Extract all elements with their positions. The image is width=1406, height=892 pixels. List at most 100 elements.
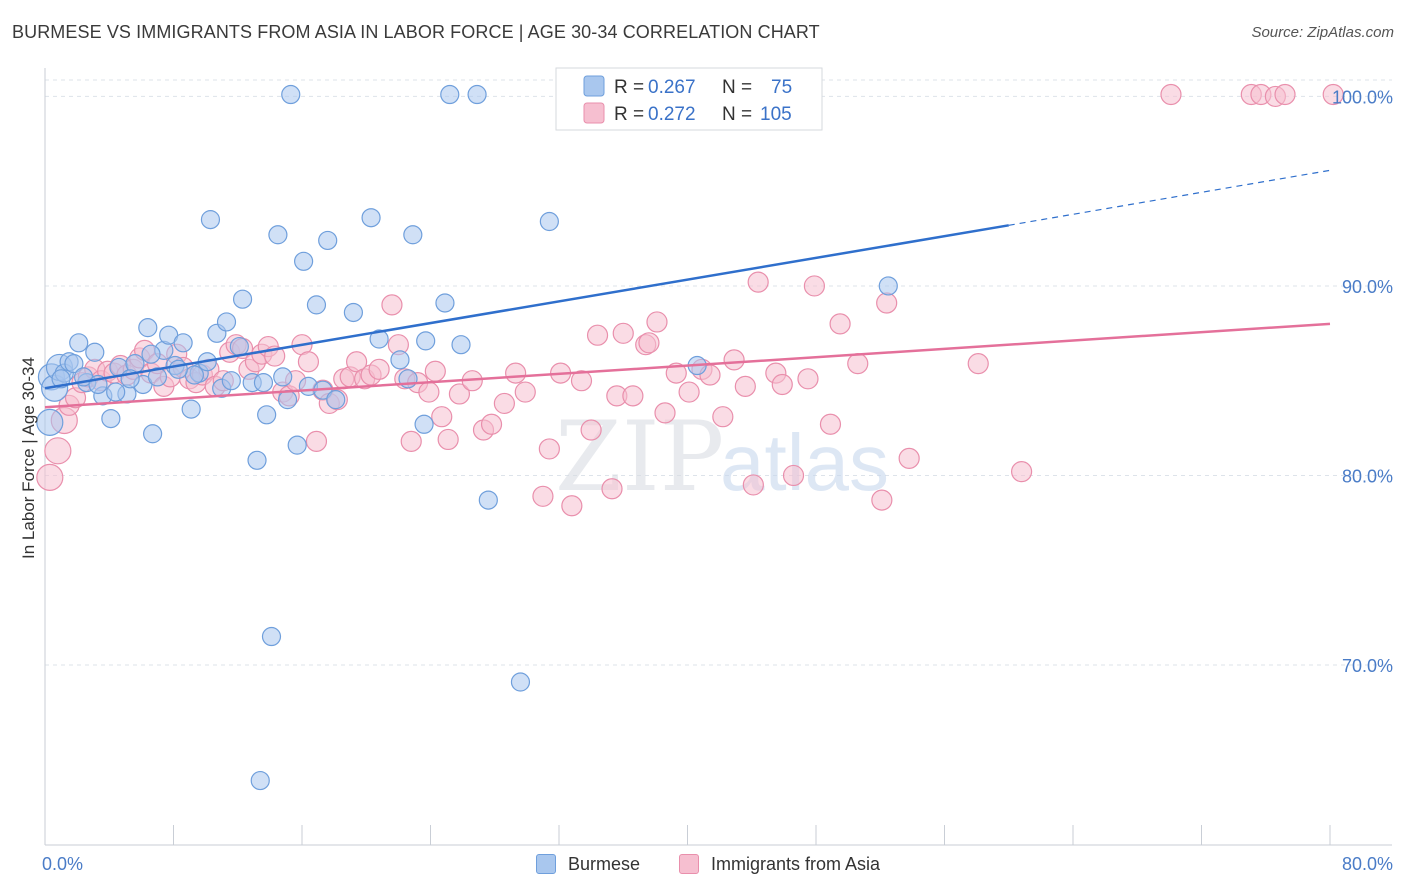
trend-lines bbox=[44, 169, 1331, 409]
data-point-asia bbox=[819, 413, 842, 435]
legend-swatch-burmese-bottom bbox=[536, 854, 556, 874]
data-point-burmese bbox=[451, 335, 471, 355]
data-point-asia bbox=[1010, 461, 1033, 483]
legend-n-label-burmese: N = bbox=[722, 77, 752, 98]
data-point-burmese bbox=[250, 770, 270, 791]
data-point-burmese bbox=[184, 365, 204, 385]
y-tick-label: 100.0% bbox=[1332, 87, 1393, 107]
watermark-zip: ZIP bbox=[555, 401, 724, 513]
data-point-burmese bbox=[200, 210, 221, 230]
data-point-asia bbox=[580, 419, 602, 441]
data-point-asia bbox=[771, 373, 793, 396]
legend-r-value-burmese: 0.267 bbox=[648, 77, 696, 98]
series-legend: Burmese Immigrants from Asia bbox=[0, 850, 1406, 880]
legend-n-label-asia: N = bbox=[722, 104, 752, 125]
data-point-asia bbox=[638, 332, 660, 354]
trend-line-asia bbox=[44, 322, 1331, 409]
data-point-burmese bbox=[64, 354, 84, 374]
data-point-asia bbox=[297, 351, 320, 373]
data-point-burmese bbox=[69, 333, 89, 353]
data-point-burmese bbox=[510, 672, 531, 692]
data-point-asia bbox=[742, 474, 764, 496]
data-point-burmese bbox=[878, 276, 898, 296]
data-point-asia bbox=[665, 362, 687, 384]
data-point-burmese bbox=[51, 369, 71, 389]
data-point-asia bbox=[803, 275, 825, 297]
data-point-asia bbox=[876, 292, 898, 314]
data-point-asia bbox=[448, 383, 471, 405]
data-point-burmese bbox=[294, 251, 314, 271]
data-point-burmese bbox=[414, 414, 434, 434]
tick-labels: 70.0% 80.0% 90.0% 100.0% 0.0% 80.0% bbox=[42, 87, 1393, 874]
data-point-asia bbox=[612, 322, 634, 344]
data-point-asia bbox=[734, 375, 756, 397]
data-point-burmese bbox=[85, 342, 105, 362]
data-point-asia bbox=[418, 381, 440, 403]
data-point-asia bbox=[305, 430, 328, 452]
data-point-asia bbox=[514, 381, 536, 403]
legend-item-burmese: Burmese bbox=[536, 852, 640, 876]
x-tick-label: 0.0% bbox=[42, 854, 83, 874]
legend-r-value-asia: 0.272 bbox=[648, 104, 696, 125]
data-point-asia bbox=[505, 362, 527, 384]
legend-label-burmese: Burmese bbox=[568, 853, 641, 874]
source-credit: Source: ZipAtlas.com bbox=[1251, 24, 1394, 41]
y-axis-label: In Labor Force | Age 30-34 bbox=[19, 357, 38, 559]
axes-layer bbox=[44, 68, 1392, 846]
data-point-asia bbox=[400, 430, 422, 452]
data-point-burmese bbox=[539, 211, 559, 232]
data-point-asia bbox=[1322, 83, 1344, 106]
data-point-asia bbox=[622, 385, 644, 407]
data-point-burmese bbox=[361, 208, 381, 228]
legend-n-value-asia: 105 bbox=[760, 104, 792, 125]
data-point-asia bbox=[678, 381, 700, 403]
data-point-asia bbox=[368, 358, 390, 380]
data-point-burmese bbox=[277, 390, 298, 410]
data-point-asia bbox=[898, 447, 920, 469]
data-point-burmese bbox=[247, 450, 267, 470]
data-point-asia bbox=[1160, 83, 1182, 106]
data-point-asia bbox=[561, 495, 583, 517]
data-point-burmese bbox=[416, 331, 436, 351]
data-point-burmese bbox=[403, 225, 423, 245]
x-tick-label: 80.0% bbox=[1342, 854, 1393, 874]
data-point-asia bbox=[586, 324, 609, 346]
y-tick-label: 70.0% bbox=[1342, 656, 1393, 676]
data-point-asia bbox=[829, 313, 851, 335]
data-point-burmese bbox=[287, 435, 307, 455]
legend-r-label-burmese: R = bbox=[614, 77, 644, 98]
series-burmese bbox=[36, 84, 898, 791]
data-point-asia bbox=[538, 438, 560, 460]
legend-label-asia: Immigrants from Asia bbox=[711, 853, 881, 874]
data-point-asia bbox=[723, 349, 745, 371]
data-point-burmese bbox=[257, 405, 277, 425]
trend-line-burmese-extension bbox=[1008, 169, 1331, 226]
data-point-burmese bbox=[106, 382, 126, 402]
data-point-burmese bbox=[318, 230, 338, 251]
data-point-asia bbox=[437, 428, 459, 451]
data-point-burmese bbox=[138, 318, 158, 338]
correlation-legend: R = 0.267 N = 75 R = 0.272 N = 105 bbox=[555, 67, 823, 131]
data-point-burmese bbox=[343, 302, 363, 323]
data-point-asia bbox=[601, 478, 623, 500]
data-point-asia bbox=[532, 485, 554, 507]
data-point-burmese bbox=[232, 289, 253, 309]
data-point-asia bbox=[44, 437, 72, 465]
data-point-asia bbox=[570, 370, 593, 392]
trend-line-burmese bbox=[44, 224, 1009, 390]
data-point-asia bbox=[654, 402, 676, 424]
data-point-asia bbox=[797, 368, 819, 390]
data-point-asia bbox=[424, 360, 446, 382]
data-point-burmese bbox=[435, 293, 455, 313]
data-point-asia bbox=[646, 311, 668, 333]
data-point-burmese bbox=[369, 329, 389, 349]
data-point-asia bbox=[480, 413, 503, 435]
data-point-burmese bbox=[273, 367, 293, 387]
legend-n-value-burmese: 75 bbox=[771, 77, 792, 98]
data-point-asia bbox=[847, 353, 869, 375]
data-point-burmese bbox=[216, 312, 237, 332]
legend-swatch-asia-bottom bbox=[679, 854, 699, 874]
data-point-burmese bbox=[143, 424, 163, 444]
data-point-asia bbox=[36, 463, 64, 491]
